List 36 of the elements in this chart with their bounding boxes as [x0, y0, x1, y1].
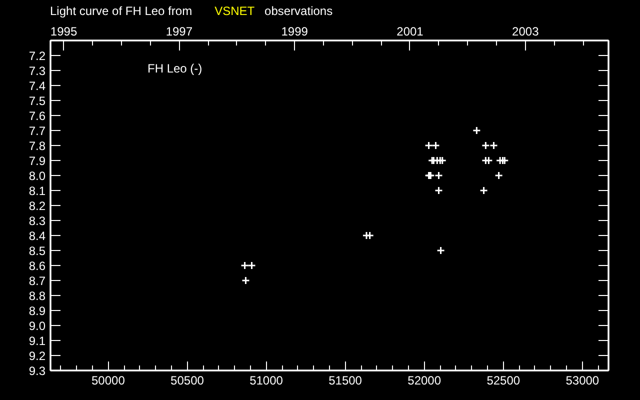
x-tick-label: 53000: [566, 374, 600, 388]
x-tick-label: 52000: [408, 374, 442, 388]
x-tick-label: 51500: [328, 374, 362, 388]
x2-tick-label: 2003: [512, 24, 540, 38]
y-tick-label: 8.8: [28, 289, 46, 303]
y-tick-label: 7.7: [28, 124, 46, 138]
y-tick-label: 7.6: [28, 109, 46, 123]
y-tick-label: 9.3: [28, 364, 46, 378]
y-tick-label: 8.3: [28, 214, 46, 228]
y-tick-label: 9.1: [28, 334, 46, 348]
y-tick-label: 7.4: [28, 79, 46, 93]
y-tick-label: 8.9: [28, 304, 46, 318]
y-tick-label: 7.3: [28, 64, 46, 78]
x2-tick-label: 1995: [50, 24, 78, 38]
y-tick-label: 8.6: [28, 259, 46, 273]
y-tick-label: 8.0: [28, 169, 46, 183]
x2-tick-label: 1997: [166, 24, 193, 38]
y-tick-label: 8.7: [28, 274, 46, 288]
y-tick-label: 8.2: [28, 199, 46, 213]
y-tick-label: 7.5: [28, 94, 46, 108]
x-tick-label: 50500: [170, 374, 204, 388]
y-tick-label: 7.8: [28, 139, 46, 153]
x-tick-label: 52500: [486, 374, 520, 388]
x-tick-label: 51000: [250, 374, 284, 388]
y-tick-label: 7.2: [28, 49, 46, 63]
y-tick-label: 9.2: [28, 349, 46, 363]
x2-tick-label: 1999: [281, 24, 308, 38]
x2-tick-label: 2001: [396, 24, 424, 38]
y-tick-label: 7.9: [28, 154, 46, 168]
x-tick-label: 50000: [92, 374, 126, 388]
annotation: FH Leo (-): [148, 62, 202, 76]
y-tick-label: 9.0: [28, 319, 46, 333]
y-tick-label: 8.5: [28, 244, 46, 258]
y-tick-label: 8.4: [28, 229, 46, 243]
chart-title: Light curve of FH Leo from VSNET observations: [50, 4, 333, 18]
y-tick-label: 8.1: [28, 184, 46, 198]
